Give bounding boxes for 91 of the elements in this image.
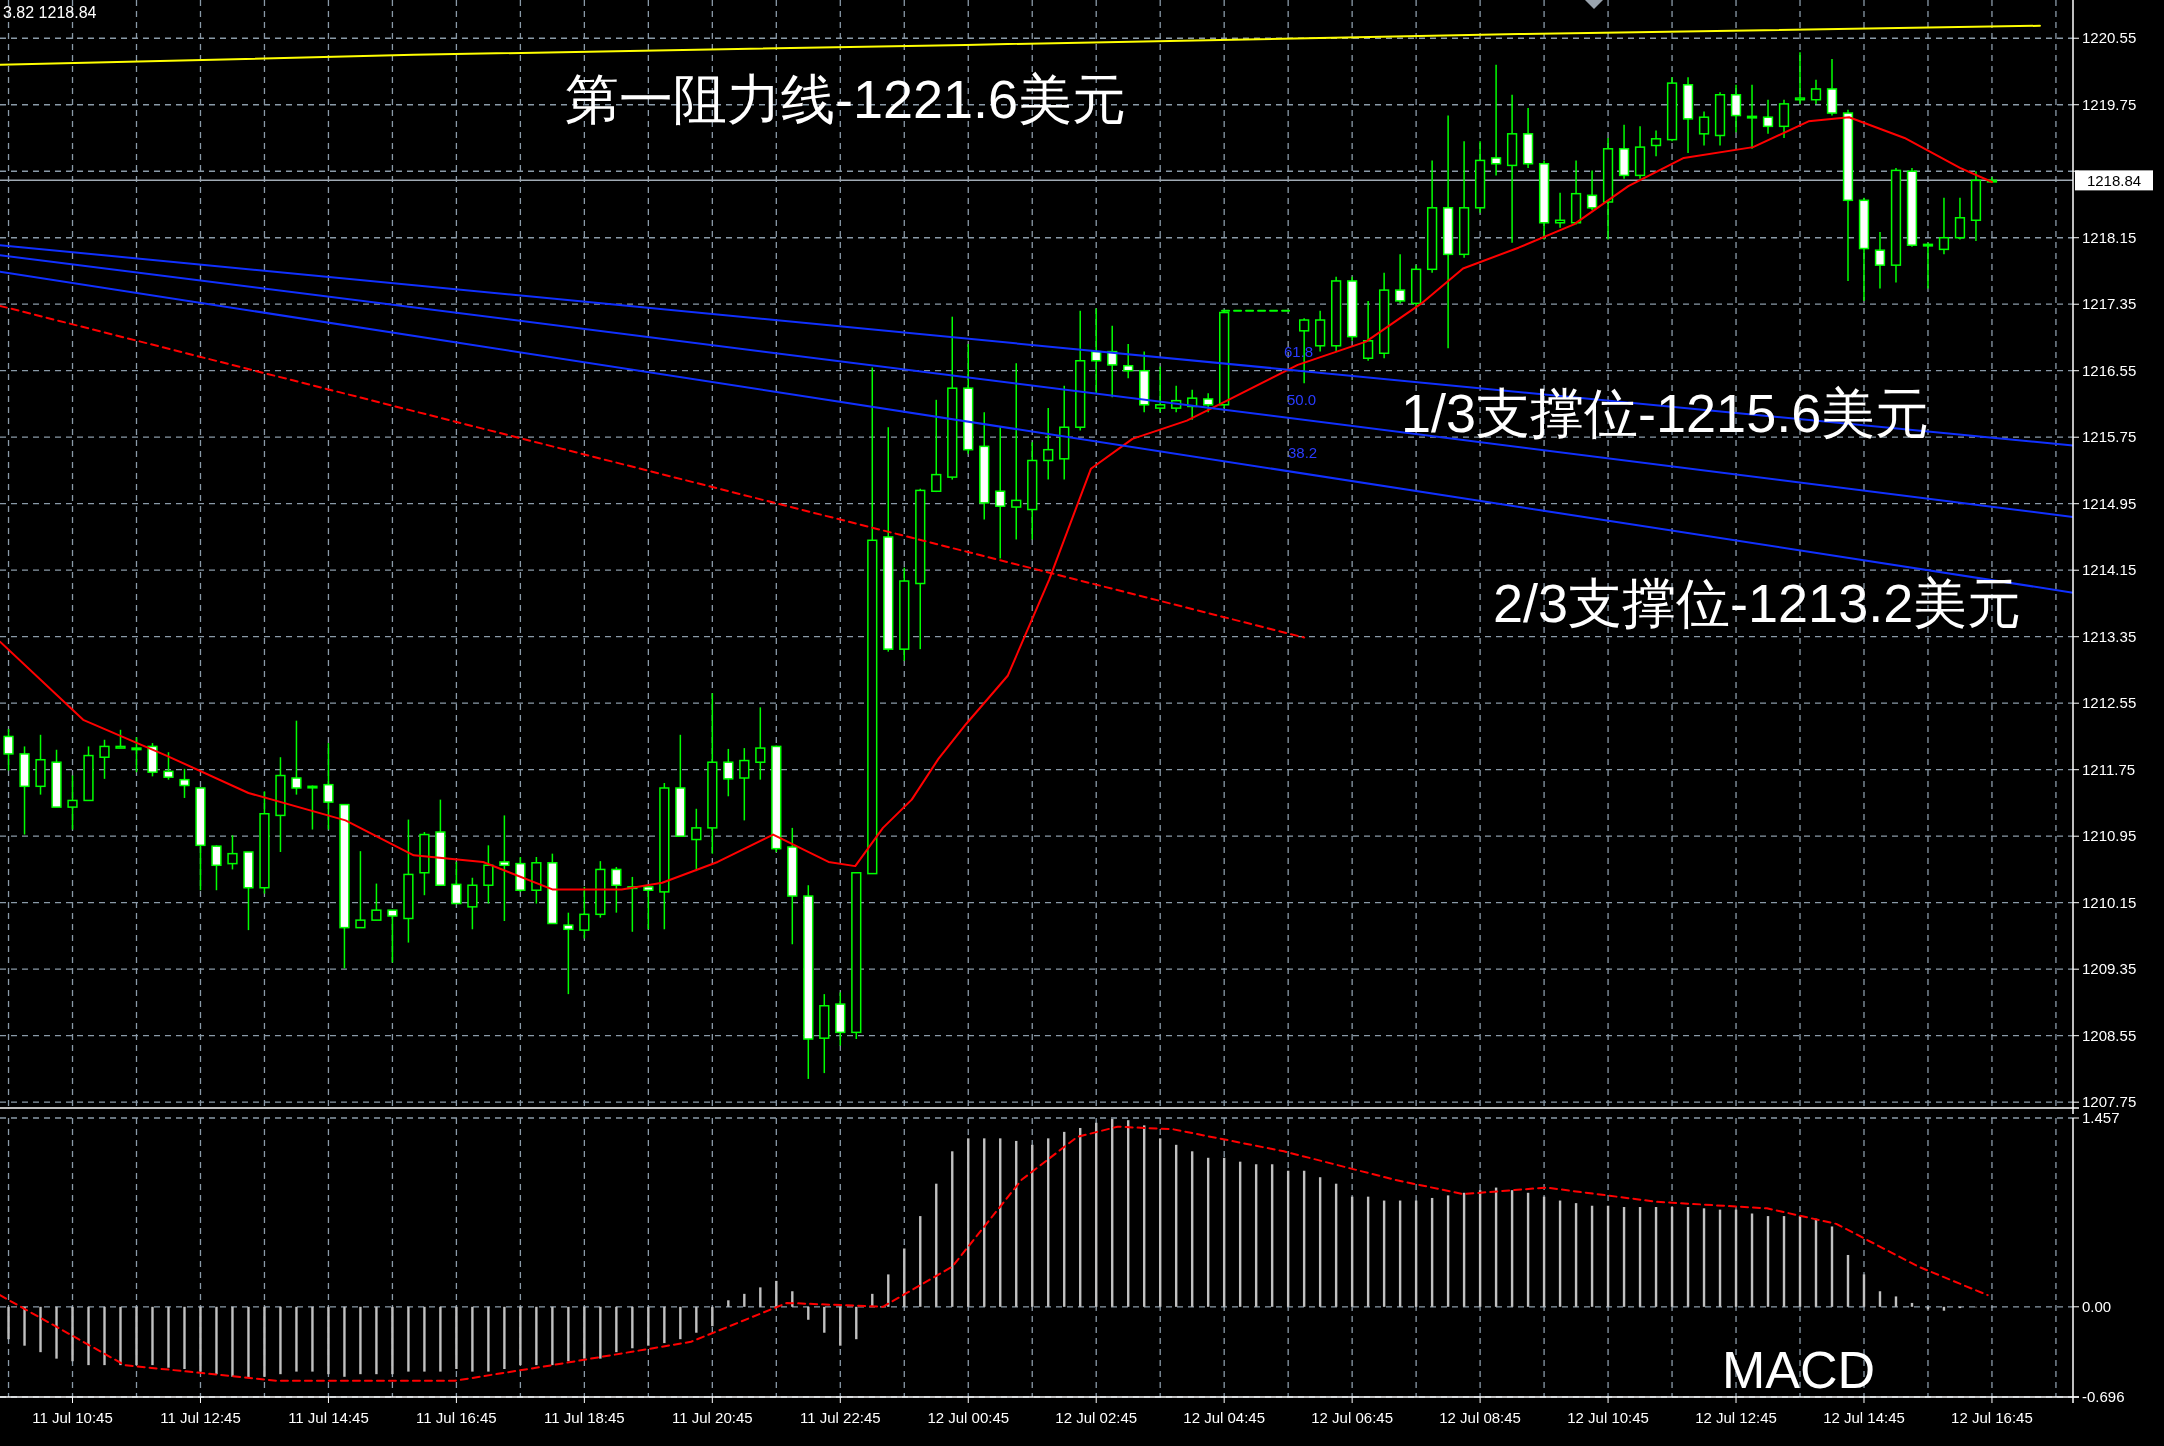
bar (631, 1306, 634, 1349)
y-tick-label: -0.696 (2082, 1388, 2125, 1406)
bar (679, 1306, 682, 1340)
x-tick-label: 12 Jul 16:45 (1951, 1409, 2033, 1426)
bar (711, 1306, 714, 1327)
annotation: MACD (1722, 1341, 1876, 1399)
bar (103, 1306, 106, 1366)
annotation: 2/3支撑位-1213.2美元 (1493, 573, 2022, 633)
bar (279, 1306, 282, 1375)
bar (743, 1293, 746, 1307)
bar (663, 1306, 666, 1344)
annotation: 38.2 (1288, 444, 1318, 461)
bar (119, 1306, 122, 1366)
bar (247, 1306, 250, 1379)
y-tick-label: 1210.15 (2082, 893, 2137, 911)
bar (359, 1306, 362, 1375)
y-tick-label: 1.457 (2082, 1109, 2120, 1127)
bar (391, 1306, 394, 1375)
y-tick-label: 1212.55 (2082, 694, 2137, 712)
x-tick-label: 12 Jul 08:45 (1439, 1409, 1521, 1426)
x-tick-label: 12 Jul 06:45 (1311, 1409, 1394, 1426)
bar (519, 1306, 522, 1366)
annotation: 第一阻力线-1221.6美元 (565, 69, 1127, 129)
y-tick-label: 1217.35 (2082, 295, 2137, 313)
x-tick-label: 11 Jul 10:45 (32, 1409, 113, 1426)
bar (615, 1306, 618, 1353)
bar (695, 1306, 698, 1333)
annotation: 50.0 (1287, 391, 1317, 408)
x-tick-label: 11 Jul 18:45 (544, 1409, 625, 1426)
bar (183, 1306, 186, 1370)
x-tick-label: 11 Jul 12:45 (160, 1409, 241, 1426)
bar (167, 1306, 170, 1368)
bar (599, 1306, 602, 1359)
bar (199, 1306, 202, 1372)
bar (535, 1306, 538, 1366)
y-tick-label: 1210.95 (2082, 827, 2137, 845)
bar (71, 1306, 74, 1362)
x-tick-label: 12 Jul 00:45 (927, 1409, 1010, 1426)
y-tick-label: 1208.55 (2082, 1026, 2137, 1044)
bar (439, 1306, 442, 1372)
bar (39, 1306, 42, 1353)
bar (487, 1306, 490, 1372)
bar (55, 1306, 58, 1359)
y-tick-label: 1218.15 (2082, 228, 2137, 246)
bar (263, 1306, 266, 1377)
bar (295, 1306, 298, 1372)
y-tick-label: 1220.55 (2082, 29, 2137, 47)
bar (775, 1280, 778, 1307)
bar (311, 1306, 314, 1372)
annotation: 3.82 1218.84 (3, 4, 97, 21)
bar (23, 1306, 26, 1346)
bar (583, 1306, 586, 1359)
bar (407, 1306, 410, 1372)
bar (423, 1306, 426, 1372)
x-tick-label: 11 Jul 20:45 (672, 1409, 753, 1426)
bar (551, 1306, 554, 1366)
x-tick-label: 11 Jul 14:45 (288, 1409, 369, 1426)
x-tick-label: 12 Jul 02:45 (1055, 1409, 1138, 1426)
y-tick-label: 1214.15 (2082, 561, 2137, 579)
y-tick-label: 1214.95 (2082, 494, 2137, 512)
ref-line-label: 1218.84 (2086, 171, 2142, 189)
x-tick-label: 12 Jul 10:45 (1567, 1409, 1649, 1426)
y-tick-label: 1207.75 (2082, 1093, 2137, 1111)
y-tick-label: 1211.75 (2082, 760, 2136, 778)
x-tick-label: 12 Jul 12:45 (1695, 1409, 1777, 1426)
bar (759, 1287, 762, 1307)
bar (327, 1306, 330, 1375)
y-tick-label: 1216.55 (2082, 361, 2137, 379)
bar (151, 1306, 154, 1366)
bar (567, 1306, 570, 1362)
bar (135, 1306, 138, 1366)
bar (503, 1306, 506, 1370)
bar (215, 1306, 218, 1375)
bar (375, 1306, 378, 1375)
bar (455, 1306, 458, 1370)
bar (231, 1306, 234, 1377)
bar (727, 1300, 730, 1307)
y-tick-label: 1213.35 (2082, 627, 2137, 645)
bar (7, 1306, 10, 1340)
x-tick-label: 11 Jul 16:45 (416, 1409, 497, 1426)
y-tick-label: 0.00 (2082, 1298, 2112, 1316)
bar (87, 1306, 90, 1366)
bar (471, 1306, 474, 1372)
y-tick-label: 1209.35 (2082, 960, 2137, 978)
y-tick-label: 1215.75 (2082, 428, 2137, 446)
bar (343, 1306, 346, 1377)
bar (647, 1306, 650, 1346)
x-tick-label: 12 Jul 14:45 (1823, 1409, 1905, 1426)
x-tick-label: 11 Jul 22:45 (799, 1409, 881, 1426)
x-tick-label: 12 Jul 04:45 (1183, 1409, 1266, 1426)
y-tick-label: 1219.75 (2082, 95, 2137, 113)
